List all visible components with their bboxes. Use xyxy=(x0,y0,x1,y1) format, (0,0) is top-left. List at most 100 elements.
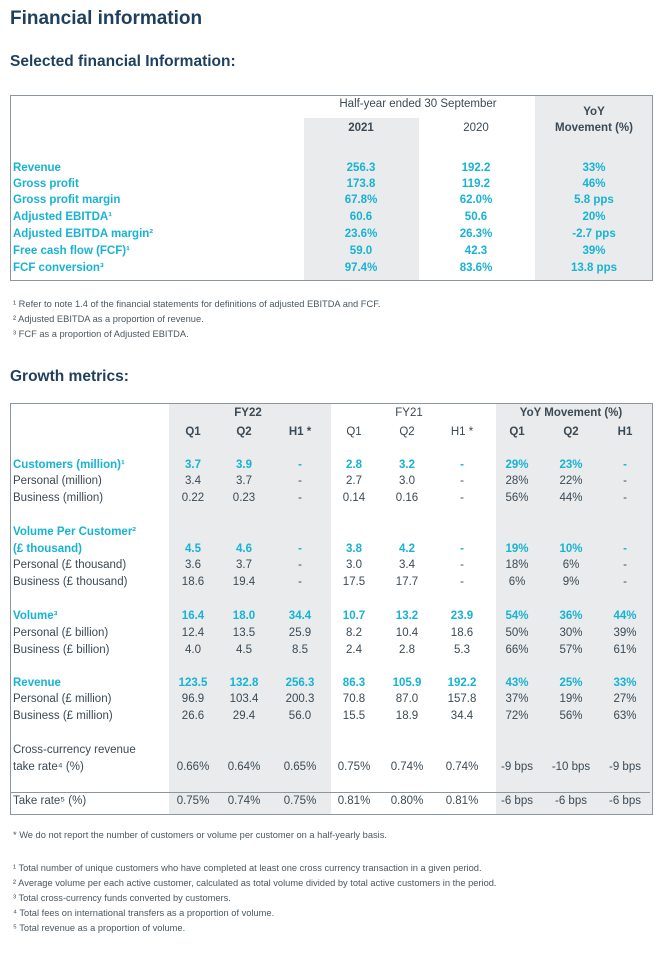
fin-value-yoy: 39% xyxy=(582,245,606,257)
column-header: H1 * xyxy=(288,426,312,438)
metric-value: 3.7 xyxy=(236,475,252,487)
metric-value: 2.7 xyxy=(346,475,362,487)
metric-value: 70.8 xyxy=(342,693,366,705)
fin-value-yoy: 46% xyxy=(582,178,606,190)
metric-value: 3.4 xyxy=(185,475,201,487)
metric-value: 18.9 xyxy=(395,710,419,722)
take-rate-cross-label-1: Cross-currency revenue xyxy=(13,744,136,756)
metric-value: 4.6 xyxy=(236,543,252,555)
metric-label: Volume³ xyxy=(13,610,58,622)
metric-value: 0.22 xyxy=(181,492,205,504)
fin-row-label: Gross profit margin xyxy=(13,194,121,206)
footnote: ² Adjusted EBITDA as a proportion of rev… xyxy=(13,314,204,324)
column-header: Q2 xyxy=(399,426,415,438)
fin-value-2021: 97.4% xyxy=(344,262,378,274)
metric-value: - xyxy=(460,459,464,471)
metric-value: - xyxy=(298,459,302,471)
metric-value: 66% xyxy=(505,644,529,656)
metric-value: 3.7 xyxy=(236,559,252,571)
fin-value-yoy: 13.8 pps xyxy=(570,262,618,274)
metric-value: 34.4 xyxy=(288,610,312,622)
metric-label: Revenue xyxy=(13,677,61,689)
metric-value: 18.0 xyxy=(232,610,256,622)
metric-value: 3.0 xyxy=(399,475,415,487)
metric-value: - xyxy=(460,492,464,504)
metric-value: 13.5 xyxy=(232,627,256,639)
metric-value: 86.3 xyxy=(342,677,366,689)
metric-value: 17.7 xyxy=(395,576,419,588)
metric-value: 19% xyxy=(559,693,583,705)
metric-label: Business (million) xyxy=(13,492,104,504)
metric-value: 200.3 xyxy=(285,693,315,705)
metric-value: 18.6 xyxy=(450,627,474,639)
metric-value: 3.0 xyxy=(346,559,362,571)
metric-value: 0.14 xyxy=(342,492,366,504)
metric-value: 19% xyxy=(505,543,529,555)
fin-value-2020: 119.2 xyxy=(461,178,491,190)
shade-fy22 xyxy=(169,404,331,814)
metric-value: 50% xyxy=(505,627,529,639)
metric-label: Personal (£ billion) xyxy=(13,627,109,639)
column-header: H1 xyxy=(617,426,633,438)
metric-value: 15.5 xyxy=(342,710,366,722)
metric-value: 4.5 xyxy=(185,543,201,555)
metric-value: 37% xyxy=(505,693,529,705)
footnote: ³ Total cross-currency funds converted b… xyxy=(13,893,231,903)
take-rate-cross-value: -9 bps xyxy=(609,761,641,773)
metric-value: 2.4 xyxy=(346,644,362,656)
metric-value: - xyxy=(623,559,627,571)
group-yoy: YoY Movement (%) xyxy=(519,407,623,419)
take-rate-value: -6 bps xyxy=(501,795,533,807)
metric-value: 4.5 xyxy=(236,644,252,656)
take-rate-value: 0.81% xyxy=(445,795,479,807)
metric-value: 3.9 xyxy=(236,459,252,471)
metric-value: 132.8 xyxy=(229,677,259,689)
metric-value: 29% xyxy=(505,459,529,471)
metric-value: 27% xyxy=(613,693,637,705)
footnote: ² Average volume per each active custome… xyxy=(13,878,497,888)
fin-value-2021: 67.8% xyxy=(344,194,378,206)
fin-value-2020: 50.6 xyxy=(464,211,488,223)
take-rate-cross-value: 0.74% xyxy=(390,761,424,773)
fin-value-2020: 26.3% xyxy=(459,228,493,240)
metric-value: 4.2 xyxy=(399,543,415,555)
footnote: ³ FCF as a proportion of Adjusted EBITDA… xyxy=(13,329,189,339)
metric-value: 43% xyxy=(505,677,529,689)
metric-value: 28% xyxy=(505,475,529,487)
fin-value-2020: 42.3 xyxy=(464,245,488,257)
metric-value: 25% xyxy=(559,677,583,689)
metric-value: - xyxy=(460,475,464,487)
column-header: Q1 xyxy=(509,426,525,438)
metric-value: 105.9 xyxy=(392,677,422,689)
metric-value: 29.4 xyxy=(232,710,256,722)
metric-value: 2.8 xyxy=(399,644,415,656)
shade-yoy-growth xyxy=(496,404,652,814)
metric-value: - xyxy=(623,543,627,555)
column-header: Q1 xyxy=(185,426,201,438)
metric-value: 44% xyxy=(613,610,637,622)
col-2021-header: 2021 xyxy=(348,122,374,134)
metric-label: Personal (£ thousand) xyxy=(13,559,127,571)
column-header: Q2 xyxy=(563,426,579,438)
take-rate-value: -6 bps xyxy=(555,795,587,807)
metric-value: 0.23 xyxy=(232,492,256,504)
take-rate-value: 0.75% xyxy=(176,795,210,807)
page-title: Financial information xyxy=(10,8,203,29)
metric-value: 123.5 xyxy=(178,677,208,689)
metric-value: - xyxy=(460,559,464,571)
metric-value: 34.4 xyxy=(450,710,474,722)
metric-value: 192.2 xyxy=(447,677,477,689)
fin-row-label: Revenue xyxy=(13,162,61,174)
metric-value: 3.2 xyxy=(399,459,415,471)
metric-value: 36% xyxy=(559,610,583,622)
period-header: Half-year ended 30 September xyxy=(339,98,497,110)
metric-label: Volume Per Customer² xyxy=(13,526,137,538)
fin-value-2021: 60.6 xyxy=(349,211,373,223)
take-rate-value: 0.80% xyxy=(390,795,424,807)
metric-value: 9% xyxy=(562,576,580,588)
metric-value: 23% xyxy=(559,459,583,471)
metric-value: 103.4 xyxy=(229,693,259,705)
metric-value: - xyxy=(298,559,302,571)
group-fy22: FY22 xyxy=(234,407,262,419)
metric-value: 10.4 xyxy=(395,627,419,639)
